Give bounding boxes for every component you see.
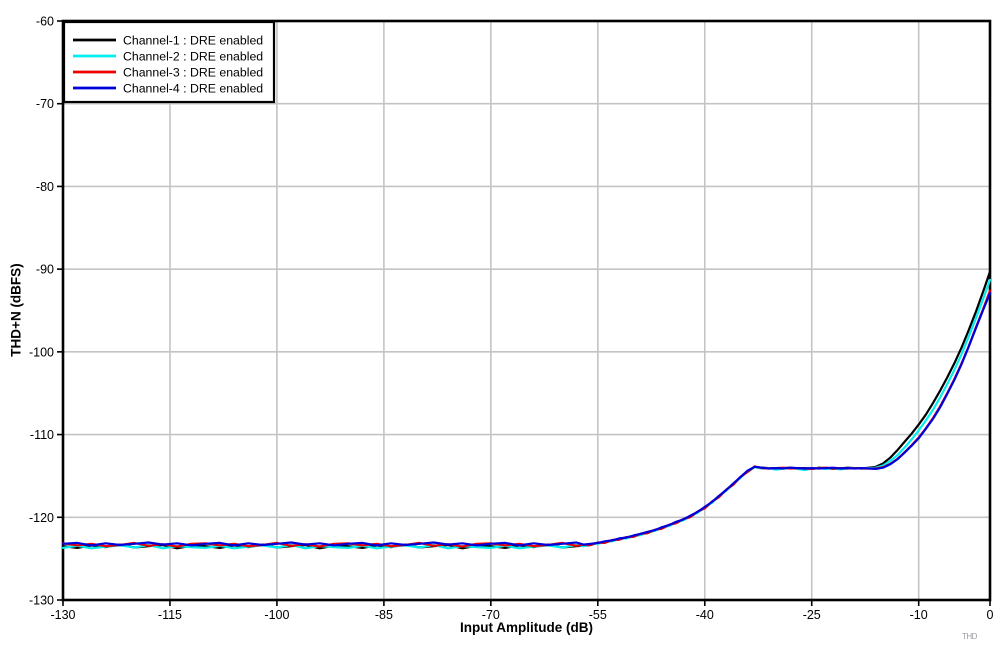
plot-frame <box>61 19 992 602</box>
y-tick-label: -110 <box>30 428 54 442</box>
y-tick-label: -90 <box>36 263 54 277</box>
legend-label-channel-3: Channel-3 : DRE enabled <box>123 65 263 79</box>
y-tick-label: -60 <box>36 15 54 29</box>
series-line-channel-2 <box>61 278 992 550</box>
y-tick-label: -70 <box>36 97 54 111</box>
watermark-text: THD <box>962 632 977 641</box>
y-tick-label: -130 <box>29 594 54 608</box>
x-tick-label: -40 <box>696 608 714 622</box>
series-line-channel-1 <box>61 270 992 550</box>
x-tick-label: -100 <box>264 608 289 622</box>
y-tick-labels: -60 -70 -80 -90 -100 -110 -120 -130 <box>29 15 54 608</box>
y-tick-label: -80 <box>36 180 54 194</box>
x-tick-label: -70 <box>482 608 500 622</box>
legend-label-channel-4: Channel-4 : DRE enabled <box>123 81 263 95</box>
tick-marks <box>57 20 991 606</box>
legend-label-channel-1: Channel-1 : DRE enabled <box>123 33 263 47</box>
x-tick-label: -130 <box>50 608 75 622</box>
x-tick-label: -25 <box>803 608 821 622</box>
series-line-channel-3 <box>61 289 992 548</box>
y-tick-label: -100 <box>29 345 54 359</box>
x-tick-labels: -130 -115 -100 -85 -70 -55 -40 -25 -10 0 <box>50 608 993 622</box>
y-axis-title: THD+N (dBFS) <box>8 263 24 357</box>
x-tick-label: -10 <box>910 608 928 622</box>
x-tick-label: -115 <box>158 608 182 622</box>
x-tick-label: 0 <box>987 608 994 622</box>
x-axis-title: Input Amplitude (dB) <box>460 620 593 635</box>
gridlines <box>63 21 990 600</box>
y-tick-label: -120 <box>29 511 54 525</box>
x-tick-label: -85 <box>375 608 393 622</box>
legend: Channel-1 : DRE enabled Channel-2 : DRE e… <box>62 20 276 104</box>
series-line-channel-4 <box>61 292 992 547</box>
x-tick-label: -55 <box>589 608 607 622</box>
legend-label-channel-2: Channel-2 : DRE enabled <box>123 49 263 63</box>
